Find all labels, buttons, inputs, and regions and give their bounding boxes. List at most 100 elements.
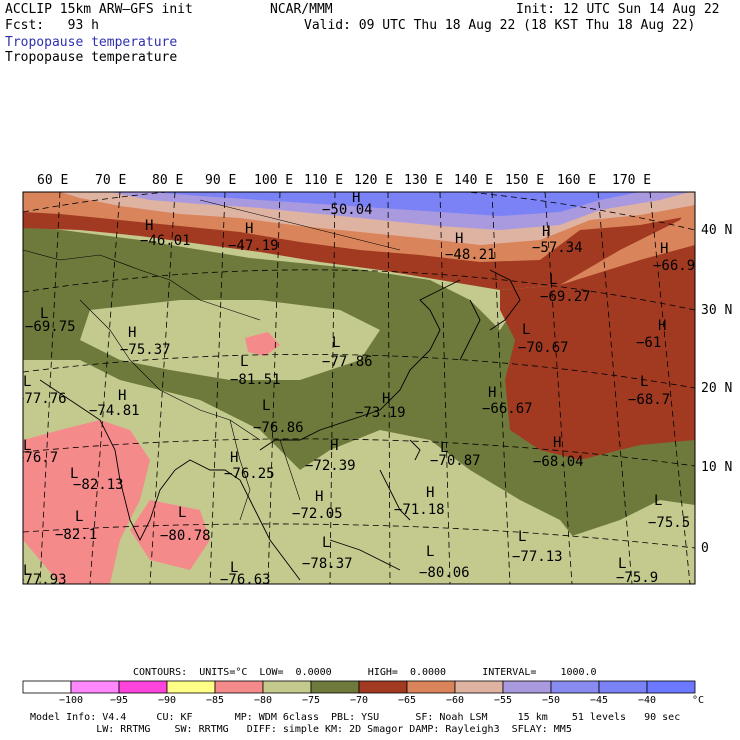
legend-tick: −95 (110, 695, 128, 706)
high-marker: H (660, 241, 668, 257)
low-marker: L (23, 374, 31, 390)
high-marker: H (230, 450, 238, 466)
legend-tick: −60 (446, 695, 464, 706)
low-marker: L (549, 272, 557, 288)
low-value: −70.67 (518, 340, 569, 356)
legend-swatch (262, 680, 312, 694)
low-value: −69.75 (25, 319, 76, 335)
low-marker: L (75, 509, 83, 525)
band-orange-east (560, 195, 695, 285)
legend-swatch (598, 680, 648, 694)
legend-tick: −65 (398, 695, 416, 706)
high-value: −57.34 (532, 240, 583, 256)
legend-swatch (406, 680, 456, 694)
low-marker: L (640, 374, 648, 390)
valid-time: Valid: 09 UTC Thu 18 Aug 22 (18 KST Thu … (304, 18, 696, 33)
low-value: −77.93 (16, 572, 67, 588)
longitude-label: 120 E (354, 173, 393, 188)
graticule (23, 192, 695, 584)
band-salmon-india (23, 420, 150, 584)
low-value: −77.86 (322, 354, 373, 370)
high-marker: H (128, 325, 136, 341)
band-salmon-tibet (245, 332, 280, 356)
contour-info: CONTOURS: UNITS=°C LOW= 0.0000 HIGH= 0.0… (133, 667, 597, 678)
low-marker: L (322, 535, 330, 551)
legend-tick: −75 (302, 695, 320, 706)
org-label: NCAR/MMM (270, 2, 333, 17)
low-marker: L (522, 322, 530, 338)
band-salmon-bay (130, 500, 210, 570)
low-value: −76.7 (16, 450, 58, 466)
low-value: −77.13 (512, 549, 563, 565)
low-marker: L (230, 560, 238, 576)
longitude-label: 110 E (304, 173, 343, 188)
field-title-secondary: Tropopause temperature (5, 50, 178, 65)
legend-swatch (166, 680, 216, 694)
forecast-hour: Fcst: 93 h (5, 18, 99, 33)
borders (23, 199, 401, 521)
legend-swatch (502, 680, 552, 694)
low-value: −82.1 (55, 527, 97, 543)
latitude-label: 40 N (701, 223, 732, 238)
high-marker: H (118, 388, 126, 404)
longitude-label: 150 E (505, 173, 544, 188)
band-brick-east (500, 250, 695, 460)
high-value: −73.19 (355, 405, 406, 421)
longitude-labels: 60 E 70 E 80 E 90 E 100 E 110 E 120 E 130 E 140 … (37, 173, 651, 188)
high-value: −76.25 (224, 466, 275, 482)
low-marker: L (518, 529, 526, 545)
high-value: −66.9 (653, 258, 695, 274)
latitude-label: 30 N (701, 303, 732, 318)
latitude-label: 10 N (701, 460, 732, 475)
high-marker: H (382, 391, 390, 407)
low-marker: L (426, 544, 434, 560)
extrema-labels: H−46.01H−47.19H−50.04H−48.21H−57.34 H−66.… (16, 192, 695, 588)
low-value: −69.27 (540, 289, 591, 305)
high-value: −66.67 (482, 401, 533, 417)
high-value: −71.18 (394, 502, 445, 518)
legend-swatch (454, 680, 504, 694)
low-value: −78.37 (302, 556, 353, 572)
high-marker: H (455, 231, 463, 247)
low-marker: L (332, 335, 340, 351)
high-marker: H (488, 385, 496, 401)
band-olive-patch (80, 300, 380, 380)
low-value: −76.63 (220, 572, 271, 588)
high-value: −46.01 (140, 233, 191, 249)
high-value: −72.39 (305, 458, 356, 474)
low-marker: L (40, 306, 48, 322)
map-frame (22, 191, 696, 585)
low-value: −75.9 (616, 570, 658, 586)
longitude-label: 60 E (37, 173, 68, 188)
low-marker: L (618, 556, 626, 572)
legend-tick: −85 (206, 695, 224, 706)
high-marker: H (553, 435, 561, 451)
color-legend: −100 −95 −90 −85 −80 −75 −70 −65 −60 −55 −50 −45 −40… (22, 680, 704, 706)
legend-swatch (214, 680, 264, 694)
low-value: −80.06 (419, 565, 470, 581)
high-value: −68.04 (533, 454, 584, 470)
longitude-label: 140 E (454, 173, 493, 188)
shaded-field (23, 192, 695, 584)
longitude-label: 170 E (612, 173, 651, 188)
legend-tick: −50 (542, 695, 560, 706)
band-blue (150, 192, 640, 216)
high-marker: H (542, 224, 550, 240)
high-marker: H (145, 218, 153, 234)
high-marker: H (315, 489, 323, 505)
low-value: −75.5 (648, 515, 690, 531)
high-marker: H (330, 438, 338, 454)
longitude-label: 80 E (152, 173, 183, 188)
low-marker: L (70, 466, 78, 482)
high-value: −50.04 (322, 202, 373, 218)
legend-tick: −70 (350, 695, 368, 706)
legend-tick: −55 (494, 695, 512, 706)
legend-swatch (118, 680, 168, 694)
high-marker: H (658, 318, 666, 334)
legend-swatch (22, 680, 72, 694)
high-value: −72.05 (292, 506, 343, 522)
longitude-label: 130 E (404, 173, 443, 188)
model-title: ACCLIP 15km ARW–GFS init (5, 2, 193, 17)
legend-tick: −45 (590, 695, 608, 706)
